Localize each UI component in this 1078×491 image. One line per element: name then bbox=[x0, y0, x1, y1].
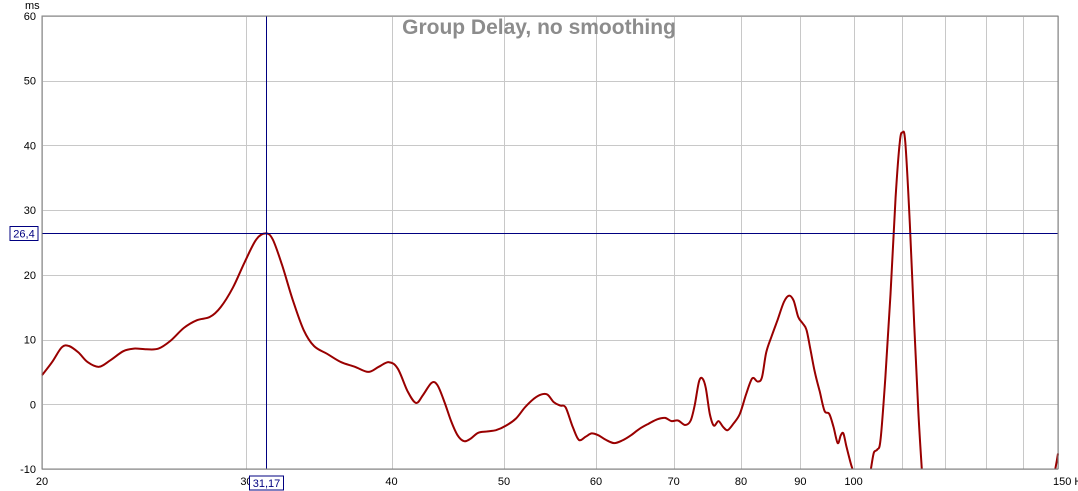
y-tick-label: 60 bbox=[24, 11, 36, 23]
y-tick-label: 40 bbox=[24, 140, 36, 152]
x-tick-label: 70 bbox=[668, 476, 680, 488]
y-tick-label: 0 bbox=[30, 399, 36, 411]
y-tick-label: 50 bbox=[24, 76, 36, 88]
plot-frame bbox=[41, 15, 1059, 470]
series-line-1 bbox=[41, 232, 854, 470]
x-tick-label: 150 Hz bbox=[1053, 476, 1078, 488]
plot-background bbox=[42, 16, 1058, 469]
cursor-readouts: 31,17 26,4 bbox=[9, 226, 284, 491]
cursor-y-readout-box bbox=[9, 226, 39, 241]
x-tick-label: 20 bbox=[36, 476, 48, 488]
x-tick-label: 50 bbox=[498, 476, 510, 488]
cursor-x-readout: 31,17 bbox=[253, 478, 281, 490]
y-tick-labels: -10 0 10 20 30 40 50 60 bbox=[20, 11, 36, 476]
x-tick-label: 80 bbox=[735, 476, 747, 488]
x-tick-label: 100 bbox=[844, 476, 862, 488]
y-tick-label: 20 bbox=[24, 270, 36, 282]
y-tick-label: 10 bbox=[24, 335, 36, 347]
x-tick-label: 40 bbox=[385, 476, 397, 488]
y-tick-label: 30 bbox=[24, 205, 36, 217]
series-line-2 bbox=[869, 130, 923, 470]
cursor-x-readout-box bbox=[249, 475, 284, 491]
cursor-y-readout: 26,4 bbox=[13, 229, 34, 241]
x-tick-label: 60 bbox=[590, 476, 602, 488]
y-axis-unit: ms bbox=[25, 0, 40, 12]
chart-title: Group Delay, no smoothing bbox=[402, 16, 676, 39]
cursor-crosshair[interactable] bbox=[42, 16, 1058, 469]
x-tick-label: 90 bbox=[794, 476, 806, 488]
y-tick-label: -10 bbox=[20, 464, 36, 476]
